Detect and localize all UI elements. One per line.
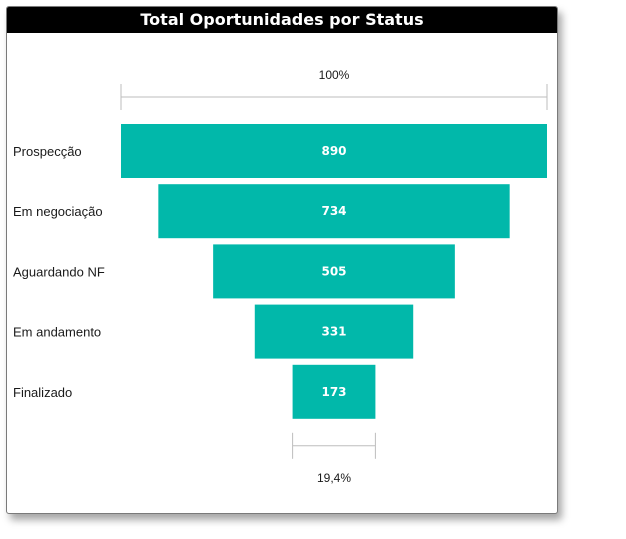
funnel-chart: 100% 890 Prospecção 734 Em negociação 505 Agua… [13, 68, 548, 485]
funnel-value-label: 505 [321, 264, 346, 278]
funnel-value-label: 331 [321, 325, 346, 339]
funnel-category-label: Em andamento [13, 325, 101, 340]
funnel-bar [254, 304, 414, 359]
bottom-percent-label: 19,4% [317, 471, 351, 485]
funnel-category-label: Em negociação [13, 204, 103, 219]
funnel-bar [158, 184, 510, 239]
chart-card: Total Oportunidades por Status 100% 890 Pr… [6, 6, 558, 514]
funnel-category-label: Prospecção [13, 144, 82, 159]
funnel-value-label: 173 [321, 385, 346, 399]
funnel-category-label: Finalizado [13, 385, 72, 400]
chart-title: Total Oportunidades por Status [7, 7, 557, 33]
top-percent-label: 100% [319, 68, 350, 82]
funnel-value-label: 734 [321, 204, 346, 218]
funnel-bar [121, 124, 547, 178]
funnel-value-label: 890 [321, 144, 346, 158]
funnel-bar [213, 244, 455, 299]
funnel-bar [292, 364, 376, 419]
funnel-category-label: Aguardando NF [13, 264, 105, 279]
